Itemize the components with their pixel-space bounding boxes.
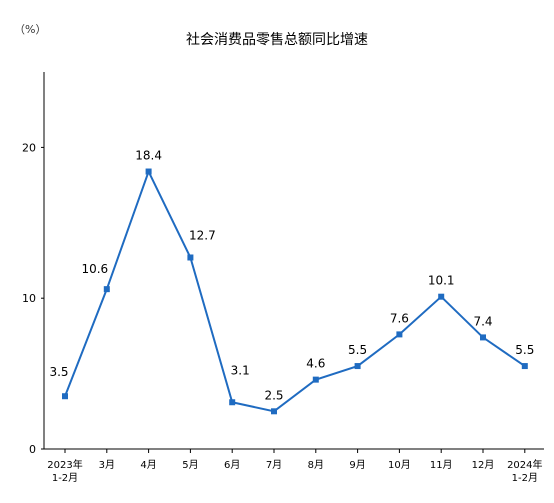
x-tick-label-line: 5月: [182, 459, 198, 471]
data-label: 10.6: [81, 262, 108, 276]
data-label: 7.6: [390, 311, 409, 325]
data-labels: 3.5 10.6 18.4 12.7 3.1 2.5 4.6 5.5 7.6 10.1 7.4 5.5: [49, 149, 534, 403]
x-tick-label: 10月: [388, 459, 411, 471]
data-label: 4.6: [306, 357, 325, 371]
x-tick-label: 3月: [99, 459, 115, 471]
x-tick-label-line: 12月: [472, 459, 495, 471]
axes: [43, 72, 544, 450]
data-point: [521, 363, 528, 370]
x-tick-label: 12月: [472, 459, 495, 471]
data-point: [62, 393, 68, 400]
data-label: 5.5: [348, 343, 367, 357]
data-label: 2.5: [264, 388, 283, 402]
data-point: [480, 334, 486, 341]
data-point: [229, 399, 236, 406]
x-tick-label-line: 2023年: [47, 458, 82, 471]
x-tick-label-line: 9月: [349, 459, 365, 471]
x-tick-label: 6月: [224, 459, 240, 471]
y-tick-label: 20: [22, 141, 36, 154]
x-tick-label-line: 8月: [308, 459, 324, 471]
data-label: 18.4: [135, 149, 162, 163]
series-line: [62, 168, 528, 415]
data-point: [438, 293, 445, 300]
x-tick-label: 8月: [308, 459, 324, 471]
y-ticks: 0 10 20: [22, 141, 44, 456]
y-axis-unit: （%）: [14, 23, 46, 36]
data-label: 10.1: [428, 274, 455, 288]
x-tick-label-line: 4月: [140, 459, 156, 471]
data-point: [354, 363, 361, 370]
chart-title: 社会消费品零售总额同比增速: [186, 32, 368, 48]
x-tick-label-line: 10月: [388, 459, 411, 471]
data-point: [103, 286, 110, 293]
x-tick-label-line: 3月: [99, 459, 115, 471]
data-label: 7.4: [473, 314, 492, 328]
data-point: [271, 408, 277, 415]
x-tick-label-line: 1-2月: [52, 472, 78, 484]
data-label: 12.7: [189, 228, 216, 242]
x-tick-label: 7月: [266, 459, 282, 471]
x-tick-label-line: 11月: [430, 459, 453, 471]
data-point: [312, 376, 319, 383]
data-point: [187, 254, 194, 261]
data-label: 3.1: [231, 363, 250, 377]
data-label: 3.5: [49, 365, 68, 379]
x-tick-label: 2023年 1-2月: [47, 458, 82, 484]
y-tick-label: 10: [22, 292, 36, 305]
data-label: 5.5: [515, 343, 534, 357]
series-path: [64, 168, 526, 413]
x-tick-label: 2024年 1-2月: [507, 458, 542, 484]
data-point: [396, 331, 403, 338]
x-tick-label-line: 1-2月: [512, 472, 538, 484]
x-tick-label-line: 6月: [224, 459, 240, 471]
x-tick-label-line: 7月: [266, 459, 282, 471]
x-tick-label: 4月: [140, 459, 156, 471]
x-tick-label: 9月: [349, 459, 365, 471]
x-tick-label: 5月: [182, 459, 198, 471]
x-tick-label-line: 2024年: [507, 458, 542, 471]
y-tick-label: 0: [29, 443, 36, 456]
x-tick-label: 11月: [430, 459, 453, 471]
data-point: [145, 168, 152, 175]
